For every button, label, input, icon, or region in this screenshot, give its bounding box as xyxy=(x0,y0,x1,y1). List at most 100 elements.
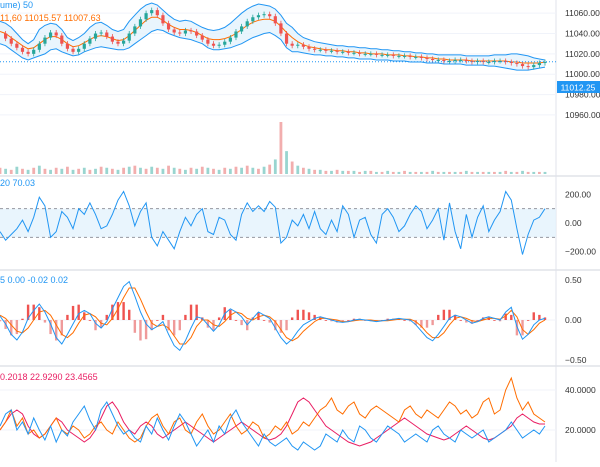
macd-histogram-bar xyxy=(111,304,114,320)
last-price-badge xyxy=(557,81,600,93)
volume-bar xyxy=(26,169,30,174)
volume-bar xyxy=(487,171,491,174)
candle-body xyxy=(386,54,390,56)
volume-bar xyxy=(543,171,547,174)
volume-bar xyxy=(526,171,530,174)
volume-bar xyxy=(223,167,227,174)
macd-histogram-bar xyxy=(302,309,305,320)
macd-histogram-bar xyxy=(515,320,519,336)
last-price-label: 11012.25 xyxy=(561,83,596,93)
macd-histogram-bar xyxy=(459,320,462,321)
volume-bar xyxy=(521,170,524,174)
volume-bar xyxy=(431,170,435,174)
volume-bar xyxy=(397,171,401,174)
macd-legend: 5 0.00 -0.02 0.02 xyxy=(0,275,68,285)
volume-bar xyxy=(481,171,485,174)
volume-bar xyxy=(476,171,479,174)
macd-panel xyxy=(0,280,556,352)
candle-body xyxy=(515,63,519,65)
volume-bar xyxy=(71,169,75,174)
volume-bar xyxy=(167,165,170,174)
candle-body xyxy=(122,40,126,44)
macd-histogram-bar xyxy=(274,320,277,331)
candle-body xyxy=(268,14,272,17)
candle-body xyxy=(234,31,238,38)
macd-histogram-bar xyxy=(94,320,97,331)
volume-bar xyxy=(178,168,182,174)
macd-histogram-bar xyxy=(122,302,125,320)
candle-body xyxy=(138,19,143,27)
candle-body xyxy=(357,52,362,54)
macd-histogram-bar xyxy=(307,312,311,320)
candle-body xyxy=(20,47,25,52)
volume-bar xyxy=(341,170,345,174)
candle-body xyxy=(48,32,53,38)
macd-histogram-bar xyxy=(510,314,513,320)
candle-body xyxy=(391,54,395,56)
macd-histogram-bar xyxy=(453,314,457,320)
candle-body xyxy=(223,41,227,45)
macd-histogram-bar xyxy=(414,320,417,326)
bb-fill xyxy=(0,3,545,71)
candle-body xyxy=(245,21,249,27)
candle-body xyxy=(82,43,86,49)
macd-histogram-bar xyxy=(116,302,120,320)
candle-body xyxy=(200,35,204,40)
volume-bar xyxy=(358,171,361,174)
candle-body xyxy=(335,50,339,52)
macd-histogram-bar xyxy=(437,314,440,320)
candle-body xyxy=(397,55,401,57)
price-axis: 11060.00 11040.00 11020.00 11000.00 10980.00… xyxy=(565,8,600,435)
macd-histogram-bar xyxy=(521,320,524,336)
macd-histogram-bar xyxy=(408,320,412,322)
macd-histogram-bar xyxy=(77,304,80,320)
candle-body xyxy=(532,65,536,68)
di-minus-line xyxy=(0,376,546,443)
volume-bar xyxy=(37,165,41,174)
macd-line xyxy=(0,280,546,352)
volume-bar xyxy=(184,169,187,174)
volume-bar xyxy=(419,171,423,174)
candle-body xyxy=(509,62,513,64)
volume-bar xyxy=(4,168,8,174)
candle-body xyxy=(341,51,345,53)
volume-bar xyxy=(66,166,69,174)
candle-body xyxy=(239,26,244,32)
macd-histogram-bar xyxy=(32,304,35,320)
cci-legend: 20 70.03 xyxy=(0,178,35,188)
volume-bar xyxy=(251,167,255,174)
candle-body xyxy=(127,33,131,41)
macd-histogram-bar xyxy=(206,320,210,328)
volume-bar xyxy=(54,167,58,174)
volume-bar xyxy=(302,167,305,174)
candle-body xyxy=(352,52,356,54)
cci-line xyxy=(0,190,546,255)
volume-bar xyxy=(285,151,288,174)
bb-upper-line xyxy=(0,2,546,61)
candle-body xyxy=(290,43,294,46)
y-tick-label: 200.00 xyxy=(565,189,591,199)
macd-histogram-bar xyxy=(139,320,142,341)
macd-histogram-bar xyxy=(290,317,294,320)
macd-histogram-bar xyxy=(538,314,541,320)
volume-bar xyxy=(206,167,210,174)
macd-histogram-bar xyxy=(99,320,103,328)
volume-bar xyxy=(82,167,86,174)
macd-histogram-bar xyxy=(43,320,47,323)
macd-histogram-bar xyxy=(431,320,434,326)
cci-panel xyxy=(0,190,556,255)
volume-bar xyxy=(245,165,249,174)
macd-histogram-bar xyxy=(347,320,350,321)
candle-body xyxy=(464,59,468,61)
volume-bar xyxy=(436,171,440,174)
candle-body xyxy=(318,49,322,51)
volume-bar xyxy=(375,171,378,174)
candle-body xyxy=(346,51,350,53)
volume-bar xyxy=(122,167,126,174)
macd-histogram-bar xyxy=(167,320,170,331)
volume-bar xyxy=(99,166,103,174)
macd-histogram-bar xyxy=(465,320,468,323)
candle-body xyxy=(54,32,58,36)
macd-histogram-bar xyxy=(341,320,344,322)
